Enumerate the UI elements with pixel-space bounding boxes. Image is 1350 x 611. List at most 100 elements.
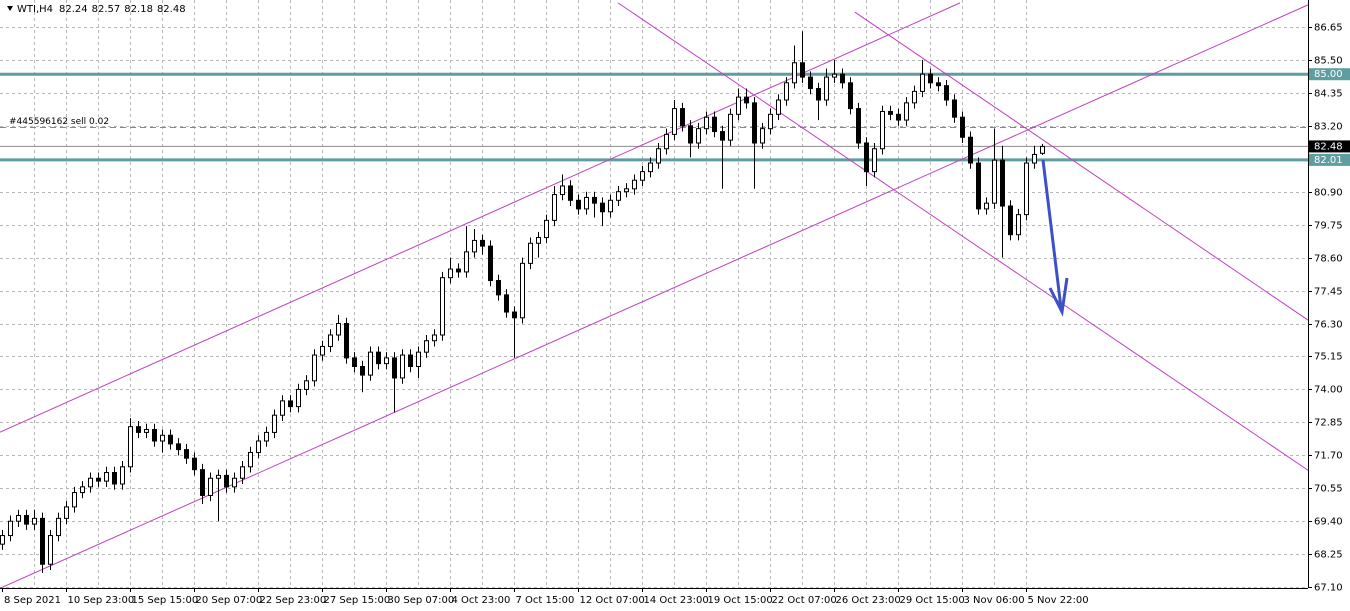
candle-body <box>952 99 957 118</box>
candle-body <box>272 414 277 433</box>
candle-body <box>648 162 653 173</box>
candle-body <box>968 136 973 164</box>
candle-body <box>656 148 661 164</box>
level-label-box <box>1309 68 1350 81</box>
candle-body <box>672 108 677 135</box>
arrow-head <box>1048 277 1069 317</box>
y-tick-label: 80.90 <box>1314 188 1343 199</box>
candle-body <box>32 517 37 525</box>
candle-body <box>768 113 773 130</box>
candle-body <box>344 323 349 359</box>
candle-body <box>232 477 237 488</box>
candle-body <box>504 294 509 313</box>
candle-body <box>384 357 389 365</box>
candle-body <box>304 380 309 390</box>
menu-triangle[interactable] <box>7 6 13 11</box>
candle-body <box>456 268 461 273</box>
candle-body <box>448 268 453 279</box>
candle-body <box>400 354 405 379</box>
candle-body <box>352 357 357 367</box>
candle-body <box>264 431 269 442</box>
candle-body <box>568 185 573 201</box>
trendline <box>854 11 1309 321</box>
candle-body <box>8 520 13 537</box>
x-tick-label: 29 Oct 15:00 <box>900 595 965 606</box>
candle-body <box>624 188 629 193</box>
x-tick-label: 14 Oct 23:00 <box>644 595 709 606</box>
y-tick-label: 77.45 <box>1314 287 1343 298</box>
candle-body <box>904 102 909 121</box>
candle-body <box>48 535 53 565</box>
y-tick-label: 79.75 <box>1314 221 1343 232</box>
candle-body <box>560 185 565 196</box>
trendline <box>617 2 1309 471</box>
candle-body <box>192 457 197 471</box>
x-tick-label: 5 Nov 22:00 <box>1028 595 1089 606</box>
candle-body <box>424 340 429 353</box>
candle-body <box>664 133 669 150</box>
x-tick-label: 3 Nov 06:00 <box>964 595 1025 606</box>
candle-body <box>928 73 933 84</box>
candle-body <box>960 116 965 138</box>
candle-body <box>936 82 941 87</box>
candle-body <box>72 492 77 508</box>
candle-body <box>976 162 981 210</box>
candle-body <box>224 474 229 488</box>
x-tick-label: 26 Oct 23:00 <box>836 595 901 606</box>
candle-body <box>440 277 445 336</box>
candle-body <box>680 108 685 127</box>
candle-body <box>96 477 101 482</box>
y-tick-label: 74.00 <box>1314 385 1343 396</box>
x-tick-label: 4 Oct 23:00 <box>452 595 511 606</box>
x-tick-label: 7 Oct 15:00 <box>516 595 575 606</box>
candle-body <box>128 426 133 468</box>
candle-body <box>520 262 525 319</box>
candle-body <box>832 73 837 78</box>
candle-body <box>552 194 557 221</box>
bid-label: 82.48 <box>1314 141 1343 152</box>
candle-body <box>144 429 149 433</box>
candle-body <box>176 443 181 451</box>
candle-body <box>688 125 693 144</box>
ohlc-open: 82.24 <box>59 4 88 15</box>
candle-body <box>432 334 437 342</box>
candle-body <box>336 323 341 336</box>
candle-body <box>632 179 637 190</box>
candle-body <box>888 110 893 115</box>
candle-body <box>720 131 725 141</box>
candle-body <box>872 148 877 173</box>
plot: #445596162 sell 0.02 <box>0 0 1309 589</box>
candle-body <box>488 245 493 282</box>
candle-body <box>856 108 861 144</box>
candle-body <box>296 388 301 408</box>
candle-body <box>464 251 469 273</box>
candle-body <box>1016 214 1021 236</box>
candle-body <box>840 73 845 84</box>
candle-body <box>200 469 205 496</box>
y-tick-label: 86.65 <box>1314 23 1343 34</box>
candle-body <box>640 171 645 181</box>
candle-body <box>544 219 549 239</box>
y-tick-label: 78.60 <box>1314 254 1343 265</box>
candle-body <box>16 515 21 522</box>
level-label: 82.01 <box>1314 155 1343 166</box>
candle-body <box>472 239 477 253</box>
candle-body <box>256 440 261 453</box>
x-tick-label: 22 Oct 07:00 <box>772 595 837 606</box>
candle-body <box>896 113 901 121</box>
y-tick-label: 75.15 <box>1314 352 1343 363</box>
candle-body <box>600 202 605 213</box>
candle-body <box>944 85 949 101</box>
bid-label-box <box>1309 140 1350 153</box>
candle-body <box>800 62 805 78</box>
candle-body <box>216 474 221 479</box>
candle-body <box>608 199 613 213</box>
candle-body <box>744 96 749 104</box>
candle-body <box>408 354 413 367</box>
x-tick-label: 27 Sep 15:00 <box>324 595 391 606</box>
candle-body <box>848 82 853 110</box>
candle-body <box>816 88 821 101</box>
candle-body <box>760 128 765 144</box>
